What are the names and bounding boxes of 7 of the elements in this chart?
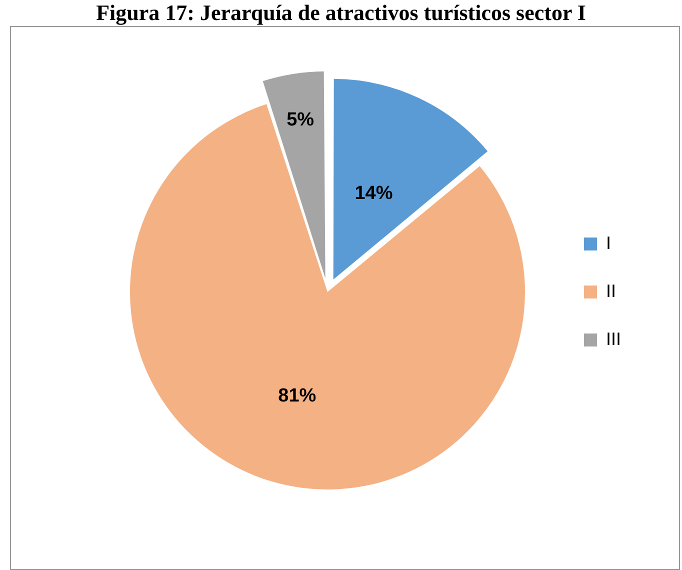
legend-label: I xyxy=(606,232,612,253)
data-label: 14% xyxy=(354,182,393,204)
chart-title: Figura 17: Jerarquía de atractivos turísticos sector I xyxy=(95,0,587,26)
data-label: 81% xyxy=(278,386,316,407)
legend-label: II xyxy=(606,280,616,301)
legend-label: III xyxy=(606,328,622,349)
data-label: 5% xyxy=(286,110,314,131)
